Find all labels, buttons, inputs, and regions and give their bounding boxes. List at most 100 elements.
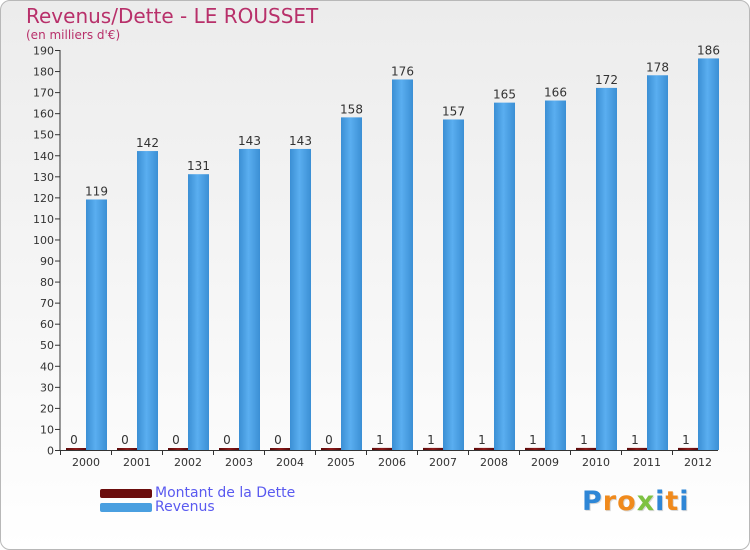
- bar-dette-2007: [423, 447, 443, 450]
- bar-dette-2004: [270, 448, 290, 450]
- bar-revenus-2005: [341, 117, 362, 451]
- bar-dette-2003: [219, 448, 239, 450]
- bar-revenus-2010: [596, 87, 617, 450]
- x-tick-label: 2001: [123, 456, 151, 469]
- data-label-dette-2012: 1: [682, 433, 690, 447]
- logo-letter: i: [679, 486, 690, 517]
- data-label-revenus-2012: 186: [697, 43, 720, 57]
- x-tick-label: 2008: [480, 456, 508, 469]
- bar-dette-2001: [117, 448, 137, 450]
- bar-dette-2010: [576, 447, 596, 450]
- bar-dette-2002: [168, 448, 188, 450]
- bar-dette-2009: [525, 447, 545, 450]
- data-label-dette-2006: 1: [376, 433, 384, 447]
- x-tick-label: 2005: [327, 456, 355, 469]
- data-label-revenus-2009: 166: [544, 86, 567, 100]
- data-label-dette-2008: 1: [478, 433, 486, 447]
- bar-revenus-2002: [188, 174, 209, 451]
- x-tick-label: 2012: [684, 456, 712, 469]
- data-label-revenus-2002: 131: [187, 159, 210, 173]
- data-label-dette-2003: 0: [223, 433, 231, 447]
- y-tick-label: 70: [40, 297, 54, 310]
- bar-dette-2005: [321, 448, 341, 450]
- y-tick-label: 80: [40, 276, 54, 289]
- data-label-revenus-2000: 119: [85, 184, 108, 198]
- chart-title: Revenus/Dette - LE ROUSSET: [26, 4, 319, 28]
- y-tick-label: 160: [33, 108, 54, 121]
- data-label-dette-2010: 1: [580, 433, 588, 447]
- data-label-revenus-2007: 157: [442, 104, 465, 118]
- x-tick-label: 2003: [225, 456, 253, 469]
- y-tick-label: 40: [40, 360, 54, 373]
- data-label-dette-2007: 1: [427, 433, 435, 447]
- y-tick-label: 90: [40, 255, 54, 268]
- y-tick-label: 190: [33, 45, 54, 58]
- data-label-dette-2002: 0: [172, 433, 180, 447]
- proxiti-logo: Proxiti: [582, 486, 690, 517]
- x-tick-label: 2004: [276, 456, 304, 469]
- y-tick-label: 180: [33, 66, 54, 79]
- bar-revenus-2012: [698, 58, 719, 450]
- data-label-revenus-2006: 176: [391, 64, 414, 78]
- data-label-dette-2005: 0: [325, 433, 333, 447]
- y-tick-label: 130: [33, 171, 54, 184]
- y-tick-label: 140: [33, 150, 54, 163]
- data-label-revenus-2011: 178: [646, 60, 669, 74]
- data-label-dette-2000: 0: [70, 433, 78, 447]
- y-tick-label: 170: [33, 87, 54, 100]
- data-label-dette-2004: 0: [274, 433, 282, 447]
- logo-letter: P: [582, 486, 603, 517]
- logo-letter: t: [665, 486, 680, 517]
- bar-revenus-2009: [545, 100, 566, 451]
- bar-revenus-2007: [443, 119, 464, 450]
- bar-dette-2012: [678, 447, 698, 450]
- y-tick-label: 120: [33, 192, 54, 205]
- data-label-dette-2011: 1: [631, 433, 639, 447]
- legend-label-revenus: Revenus: [155, 499, 215, 515]
- bar-revenus-2003: [239, 148, 260, 450]
- x-tick-label: 2007: [429, 456, 457, 469]
- bar-dette-2000: [66, 448, 86, 450]
- legend-swatch-dette: [100, 489, 152, 498]
- bar-revenus-2008: [494, 102, 515, 450]
- data-label-revenus-2005: 158: [340, 102, 363, 116]
- bar-revenus-2000: [86, 199, 107, 450]
- bar-dette-2008: [474, 447, 494, 450]
- x-tick-label: 2006: [378, 456, 406, 469]
- x-tick-label: 2002: [174, 456, 202, 469]
- data-label-revenus-2003: 143: [238, 134, 261, 148]
- y-tick-label: 30: [40, 381, 54, 394]
- bar-revenus-2011: [647, 75, 668, 451]
- bar-revenus-2006: [392, 79, 413, 450]
- bar-revenus-2001: [137, 151, 158, 451]
- logo-letter: o: [617, 486, 637, 517]
- y-tick-label: 20: [40, 402, 54, 415]
- bar-dette-2011: [627, 447, 647, 450]
- y-tick-label: 150: [33, 129, 54, 142]
- y-tick-label: 60: [40, 318, 54, 331]
- logo-letter: x: [636, 486, 656, 517]
- y-tick-label: 0: [47, 445, 54, 458]
- legend-swatch-revenus: [100, 503, 152, 512]
- data-label-revenus-2004: 143: [289, 134, 312, 148]
- data-label-revenus-2008: 165: [493, 88, 516, 102]
- bar-revenus-2004: [290, 148, 311, 450]
- data-label-dette-2009: 1: [529, 433, 537, 447]
- logo-letter: r: [602, 486, 618, 517]
- x-tick-label: 2010: [582, 456, 610, 469]
- data-label-dette-2001: 0: [121, 433, 129, 447]
- y-tick-label: 110: [33, 213, 54, 226]
- x-tick-label: 2000: [72, 456, 100, 469]
- logo-letter: i: [655, 486, 666, 517]
- x-tick-label: 2011: [633, 456, 661, 469]
- y-tick-label: 100: [33, 234, 54, 247]
- legend-label-dette: Montant de la Dette: [155, 485, 296, 501]
- data-label-revenus-2001: 142: [136, 136, 159, 150]
- bar-dette-2006: [372, 447, 392, 450]
- data-label-revenus-2010: 172: [595, 73, 618, 87]
- y-tick-label: 10: [40, 423, 54, 436]
- y-tick-label: 50: [40, 339, 54, 352]
- x-tick-label: 2009: [531, 456, 559, 469]
